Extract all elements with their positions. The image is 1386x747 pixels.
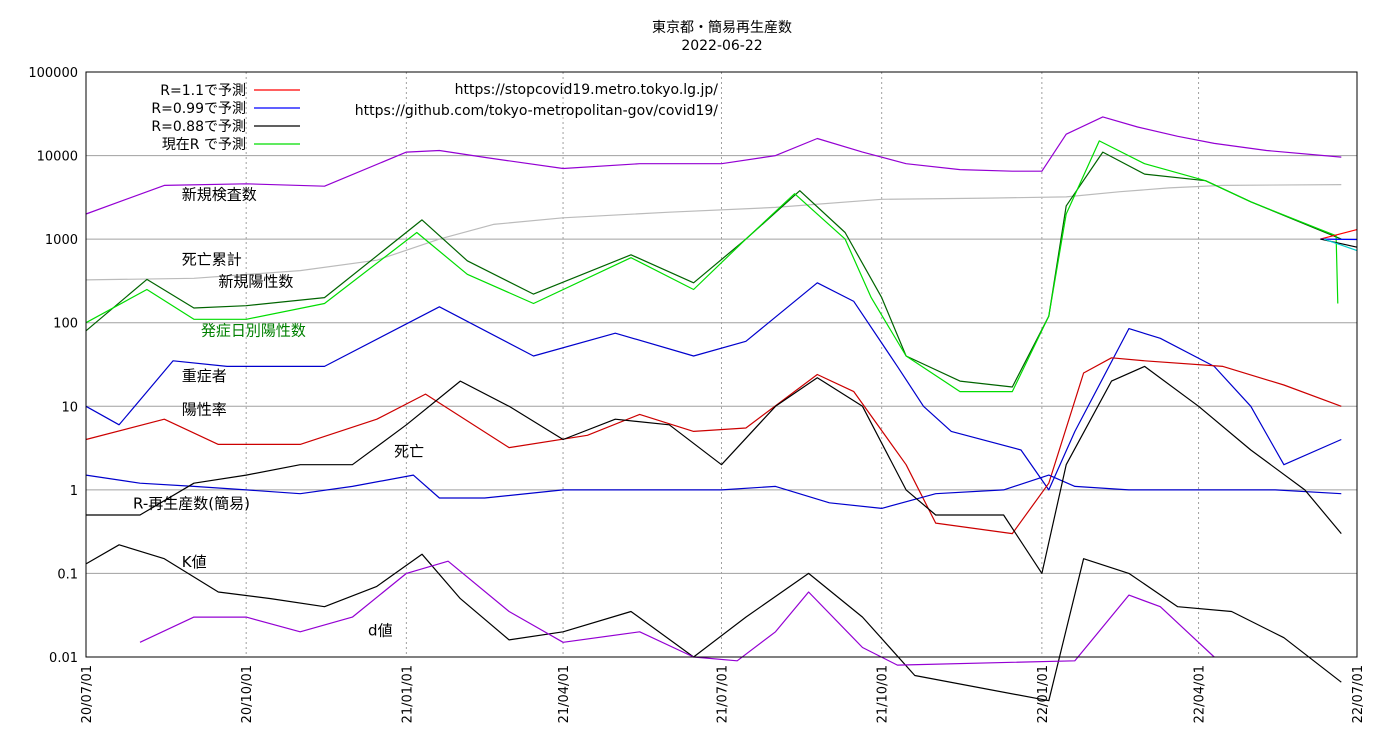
x-tick-label: 22/07/01 (1351, 665, 1366, 723)
x-tick-label: 22/04/01 (1193, 665, 1208, 723)
series-line-9 (139, 560, 1215, 666)
annotation-label: 死亡累計 (182, 250, 242, 268)
annotation-label: 新規検査数 (182, 185, 257, 203)
legend-label: R=1.1で予測 (160, 83, 246, 99)
y-tick-label: 0.01 (49, 651, 78, 666)
series-line-6 (85, 474, 1342, 509)
series-layer (85, 116, 1358, 702)
x-tick-label: 22/01/01 (1036, 665, 1051, 723)
x-tick-label: 20/10/01 (240, 665, 255, 723)
legend-label: 現在R で予測 (162, 137, 246, 153)
y-tick-label: 100000 (28, 66, 78, 81)
series-line-5 (85, 357, 1342, 535)
annotation-label: K値 (182, 553, 207, 571)
annotation-label: R-再生産数(簡易) (133, 494, 250, 512)
source-url-2: https://github.com/tokyo-metropolitan-go… (355, 103, 719, 119)
x-tick-label: 21/07/01 (716, 665, 731, 723)
x-tick-label: 21/01/01 (400, 665, 415, 723)
legend-label: R=0.88で予測 (151, 119, 246, 135)
legend-label: R=0.99で予測 (151, 101, 246, 117)
annotation-label: d値 (368, 622, 393, 640)
source-url-1: https://stopcovid19.metro.tokyo.lg.jp/ (455, 82, 719, 98)
series-line-0 (85, 116, 1342, 215)
y-tick-label: 10 (61, 400, 78, 415)
plot-frame (85, 71, 1358, 658)
series-line-4 (85, 282, 1342, 491)
series-line-13 (1323, 238, 1358, 252)
chart-title: 東京都・簡易再生産数 (652, 20, 792, 36)
series-line-2 (85, 151, 1342, 388)
y-tick-label: 1000 (45, 233, 78, 248)
series-line-3 (85, 140, 1339, 393)
series-line-8 (85, 544, 1342, 702)
x-axis: 20/07/01 20/10/01 21/01/01 21/04/01 21/07/01… (80, 665, 1366, 723)
series-line-1 (85, 184, 1342, 281)
series-line-10 (1320, 229, 1358, 240)
x-tick-label: 21/04/01 (557, 665, 572, 723)
annotation-label: 死亡 (394, 443, 424, 461)
annotation-label: 新規陽性数 (218, 273, 293, 291)
sources: https://stopcovid19.metro.tokyo.lg.jp/ h… (355, 82, 719, 119)
y-tick-label: 1 (70, 484, 78, 499)
grid (86, 72, 1357, 657)
annotation-label: 重症者 (182, 367, 227, 385)
y-tick-label: 100 (53, 317, 78, 332)
series-line-7 (86, 365, 1342, 575)
chart-subtitle: 2022-06-22 (681, 38, 762, 54)
annotation-label: 陽性率 (182, 400, 227, 418)
y-axis: 100000 10000 1000 100 10 1 0.1 0.01 (28, 66, 78, 666)
y-tick-label: 10000 (37, 150, 78, 165)
x-tick-label: 20/07/01 (80, 665, 95, 723)
annotation-label: 発症日別陽性数 (201, 322, 306, 340)
x-tick-label: 21/10/01 (876, 665, 891, 723)
y-tick-label: 0.1 (57, 567, 78, 582)
